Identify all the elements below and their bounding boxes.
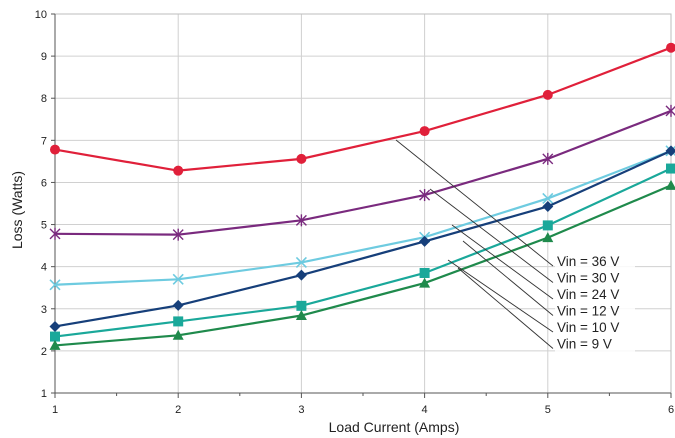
series-line	[54, 46, 672, 172]
legend-label: Vin = 30 V	[557, 271, 619, 286]
legend-label-bg	[555, 288, 635, 302]
x-tick-label: 6	[668, 404, 674, 416]
series-group	[49, 42, 675, 350]
data-point	[172, 329, 184, 340]
series-0	[50, 42, 675, 176]
legend-label: Vin = 36 V	[557, 254, 619, 269]
series-3	[49, 145, 675, 332]
data-point	[49, 339, 61, 350]
legend-label-bg	[555, 255, 635, 269]
data-point	[542, 152, 554, 165]
legend-label: Vin = 9 V	[557, 337, 612, 352]
data-point	[49, 279, 61, 291]
data-point	[173, 316, 184, 327]
x-axis-title: Load Current (Amps)	[329, 419, 460, 435]
legend-leader-line	[429, 188, 554, 283]
data-point	[419, 267, 430, 278]
x-tick-label: 2	[175, 404, 181, 416]
x-tick-label: 3	[298, 404, 304, 416]
legend-label: Vin = 24 V	[557, 287, 619, 302]
data-point	[665, 104, 675, 117]
y-tick-label: 2	[41, 346, 47, 358]
series-line	[54, 149, 672, 328]
marker-stroke	[295, 256, 307, 269]
y-tick-label: 1	[41, 388, 47, 400]
data-point	[296, 300, 307, 311]
data-point	[49, 227, 61, 240]
series-4	[50, 163, 675, 342]
legend-label-bg	[555, 321, 635, 335]
legend-leader-line	[447, 259, 554, 333]
legend-label: Vin = 12 V	[557, 304, 619, 319]
y-tick-label: 10	[35, 9, 47, 21]
x-tick-label: 4	[422, 404, 428, 416]
data-point	[419, 235, 431, 247]
data-point	[295, 269, 307, 281]
data-point	[172, 299, 184, 311]
series-line	[54, 109, 672, 236]
data-point	[295, 214, 307, 227]
data-point	[542, 232, 554, 243]
series-5	[49, 179, 675, 350]
legend-label: Vin = 10 V	[557, 320, 619, 335]
legend-label-bg	[555, 271, 635, 286]
x-tick-label: 1	[52, 404, 58, 416]
data-point	[172, 228, 184, 241]
x-tick-label: 5	[545, 404, 551, 416]
legend-label-bg	[555, 304, 635, 319]
y-tick-label: 7	[41, 135, 47, 147]
marker-stroke	[49, 279, 61, 291]
data-point	[50, 144, 60, 155]
legend-leader-line	[457, 267, 554, 349]
legend-label-bg	[555, 337, 635, 352]
data-point	[295, 256, 307, 269]
y-tick-label: 6	[41, 177, 47, 189]
data-point	[665, 179, 675, 190]
data-point	[542, 89, 553, 100]
y-tick-label: 4	[41, 262, 47, 274]
legend-leader-line	[451, 224, 554, 300]
series-line	[54, 184, 672, 347]
y-tick-label: 9	[41, 51, 47, 63]
data-point	[296, 153, 307, 164]
data-point	[542, 192, 554, 205]
data-point	[173, 165, 184, 176]
series-2	[49, 145, 675, 291]
series-line	[54, 167, 672, 338]
y-tick-label: 3	[41, 304, 47, 316]
data-point	[172, 273, 184, 285]
data-point	[666, 163, 675, 174]
y-tick-label: 8	[41, 93, 47, 105]
legend-leader-line	[395, 139, 554, 267]
y-axis-title: Loss (Watts)	[9, 171, 25, 249]
series-1	[49, 104, 675, 241]
data-point	[665, 145, 675, 157]
data-point	[419, 277, 431, 288]
marker-stroke	[172, 273, 184, 285]
data-point	[49, 320, 61, 332]
legend-leader-line	[462, 240, 554, 316]
data-point	[419, 189, 431, 202]
y-tick-label: 5	[41, 220, 47, 232]
data-point	[419, 126, 430, 137]
series-line	[54, 149, 672, 286]
data-point	[50, 331, 60, 342]
data-point	[542, 220, 553, 231]
data-point	[666, 42, 675, 53]
data-point	[295, 310, 307, 321]
marker-stroke	[542, 192, 554, 205]
data-point	[542, 200, 554, 212]
